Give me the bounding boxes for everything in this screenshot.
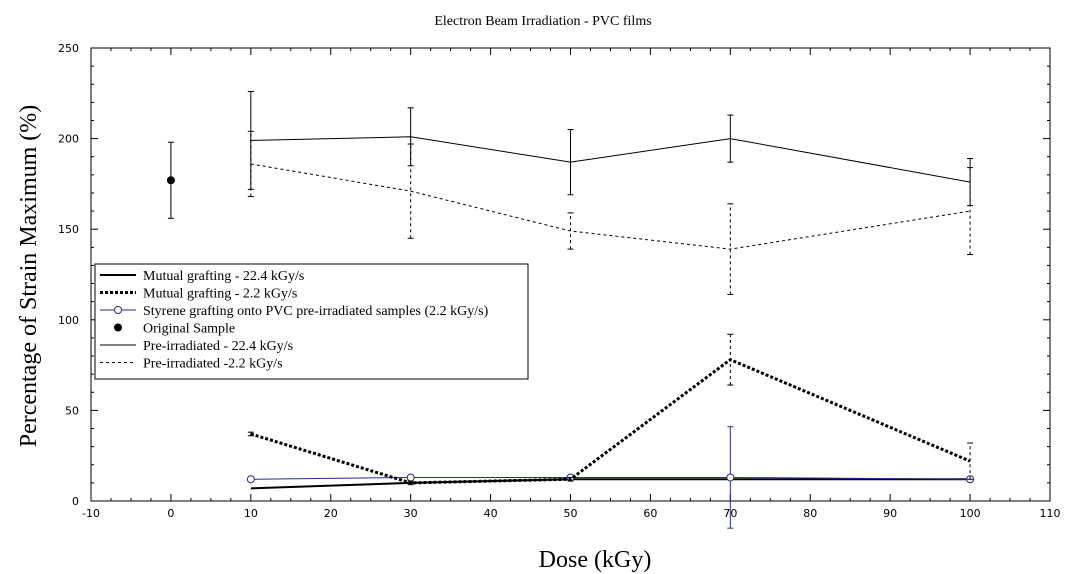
series-line xyxy=(250,163,971,250)
y-tick-label: 200 xyxy=(58,133,79,146)
legend-item: Original Sample xyxy=(114,322,235,337)
legend-item: Mutual grafting - 22.4 kGy/s xyxy=(100,269,304,284)
legend-label: Original Sample xyxy=(143,322,235,337)
x-tick-label: 0 xyxy=(167,507,174,520)
series-3 xyxy=(166,141,175,219)
x-tick-label: 50 xyxy=(564,507,578,520)
series-5 xyxy=(247,130,974,295)
x-tick-label: 30 xyxy=(404,507,418,520)
y-tick-label: 0 xyxy=(72,495,79,508)
data-point xyxy=(166,176,175,185)
x-tick-label: 80 xyxy=(803,507,817,520)
legend-label: Pre-irradiated - 22.4 kGy/s xyxy=(143,339,293,354)
data-point xyxy=(406,473,415,482)
x-axis-ticks: -10 0 10 20 30 40 50 60 70 80 90 100 110 xyxy=(82,48,1061,520)
legend-marker xyxy=(114,306,122,314)
y-tick-label: 50 xyxy=(65,404,79,417)
legend-marker xyxy=(114,323,122,332)
series-line xyxy=(250,478,971,490)
y-tick-label: 100 xyxy=(58,314,79,327)
y-axis-label: Percentage of Strain Maximum (%) xyxy=(16,105,42,448)
legend-item: Pre-irradiated - 22.4 kGy/s xyxy=(100,339,293,354)
series-4 xyxy=(247,90,974,207)
x-tick-label: 60 xyxy=(643,507,657,520)
legend-label: Styrene grafting onto PVC pre-irradiated… xyxy=(143,304,489,319)
x-tick-label: 20 xyxy=(324,507,338,520)
x-tick-label: 10 xyxy=(244,507,258,520)
chart-title: Electron Beam Irradiation - PVC films xyxy=(434,14,651,29)
series-line xyxy=(250,357,971,485)
x-tick-label: 90 xyxy=(883,507,897,520)
data-point xyxy=(246,475,255,484)
legend-label: Mutual grafting - 22.4 kGy/s xyxy=(143,269,304,284)
legend: Mutual grafting - 22.4 kGy/s Mutual graft… xyxy=(94,263,529,380)
series-0 xyxy=(250,478,971,490)
y-tick-label: 150 xyxy=(58,223,79,236)
x-tick-label: 100 xyxy=(960,507,981,520)
data-point xyxy=(726,473,735,482)
legend-label: Mutual grafting - 2.2 kGy/s xyxy=(143,287,297,302)
y-axis-ticks: 0 50 100 150 200 250 xyxy=(58,42,1050,508)
legend-item: Styrene grafting onto PVC pre-irradiated… xyxy=(100,304,489,319)
x-tick-label: -10 xyxy=(82,507,100,520)
legend-box xyxy=(94,263,529,380)
legend-item: Mutual grafting - 2.2 kGy/s xyxy=(100,287,297,302)
x-tick-label: 110 xyxy=(1040,507,1061,520)
x-tick-label: 40 xyxy=(484,507,498,520)
series-line xyxy=(250,136,971,183)
series-2 xyxy=(246,426,975,529)
series-1 xyxy=(247,333,974,486)
legend-label: Pre-irradiated -2.2 kGy/s xyxy=(143,357,283,372)
legend-item: Pre-irradiated -2.2 kGy/s xyxy=(100,357,283,372)
x-axis-label: Dose (kGy) xyxy=(539,547,652,573)
y-tick-label: 250 xyxy=(58,42,79,55)
series-layer xyxy=(166,90,975,529)
